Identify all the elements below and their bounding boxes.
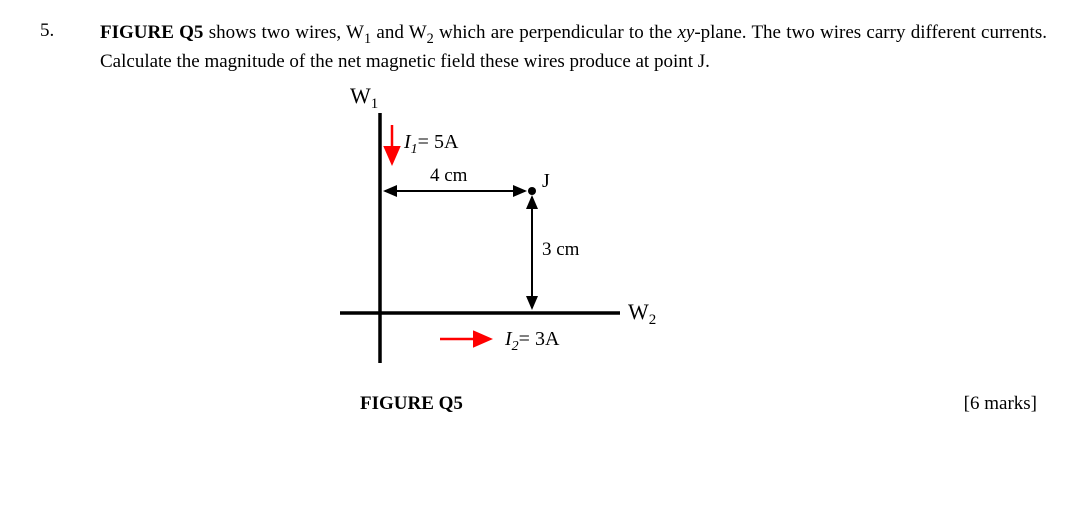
w1-label: W1 xyxy=(350,83,378,112)
question-body: FIGURE Q5 shows two wires, W1 and W2 whi… xyxy=(100,20,1047,415)
j-label: J xyxy=(542,170,550,192)
text-2: and W xyxy=(371,22,427,43)
marks: [6 marks] xyxy=(964,393,1037,415)
question-number: 5. xyxy=(40,20,70,42)
xy-var: xy xyxy=(677,22,694,43)
figure-ref: FIGURE Q5 xyxy=(100,22,203,43)
w2-sub: 2 xyxy=(427,31,434,47)
figure-wrap: W1 I1= 5A 4 cm J 3 cm xyxy=(100,83,1047,415)
text-3: which are perpendicular to the xyxy=(434,22,678,43)
i2-label: I2= 3A xyxy=(504,328,560,354)
figure-area: W1 I1= 5A 4 cm J 3 cm xyxy=(320,83,1047,389)
text-1: shows two wires, W xyxy=(203,22,364,43)
figure-caption: FIGURE Q5 xyxy=(360,393,463,415)
caption-row: FIGURE Q5 [6 marks] xyxy=(100,393,1047,415)
w2-label: W2 xyxy=(628,299,656,328)
question-row: 5. FIGURE Q5 shows two wires, W1 and W2 … xyxy=(40,20,1047,415)
i1-label: I1= 5A xyxy=(403,131,459,157)
question-text: FIGURE Q5 shows two wires, W1 and W2 whi… xyxy=(100,20,1047,75)
point-j xyxy=(528,187,536,195)
dist-h: 4 cm xyxy=(430,165,468,186)
dist-v: 3 cm xyxy=(542,239,580,260)
figure-svg: W1 I1= 5A 4 cm J 3 cm xyxy=(320,83,660,383)
